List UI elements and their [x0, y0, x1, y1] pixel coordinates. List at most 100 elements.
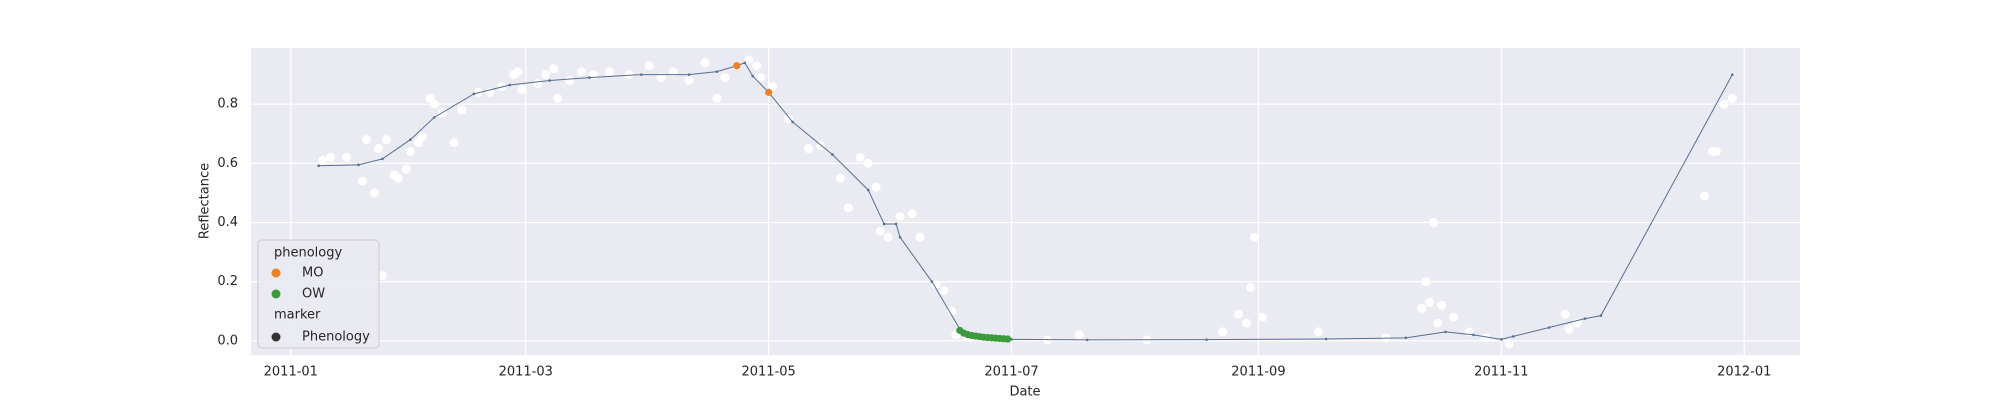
line-point — [357, 163, 360, 167]
observation-point — [1425, 297, 1435, 307]
x-tick-label: 2011-05 — [741, 365, 795, 380]
observation-point — [1421, 277, 1431, 287]
line-point — [1324, 337, 1328, 341]
line-point — [751, 74, 755, 78]
observation-point — [931, 280, 941, 290]
observation-point — [644, 61, 654, 71]
observation-point — [541, 70, 551, 80]
line-point — [588, 76, 591, 79]
observation-point — [1727, 93, 1737, 103]
observation-point — [1245, 283, 1255, 293]
line-point — [791, 120, 794, 124]
observation-point — [720, 73, 730, 83]
observation-point — [318, 155, 328, 165]
observation-point — [1429, 217, 1439, 227]
line-point — [894, 222, 898, 226]
observation-point — [1564, 324, 1574, 334]
observation-point — [533, 78, 543, 88]
observation-point — [381, 135, 391, 145]
observation-point — [553, 93, 563, 103]
observation-point — [768, 81, 778, 91]
phenology-point — [1003, 335, 1012, 343]
line-point — [743, 61, 747, 65]
line-point — [1511, 335, 1515, 338]
y-tick-label: 0.4 — [217, 215, 238, 230]
observation-point — [1257, 312, 1267, 322]
line-point — [432, 116, 436, 119]
line-point — [1583, 317, 1587, 320]
phenology-point — [733, 62, 741, 70]
line-point — [408, 138, 412, 141]
legend-box — [257, 239, 380, 349]
observation-point — [784, 114, 794, 124]
line-point — [831, 153, 834, 156]
line-point — [381, 157, 384, 161]
y-tick-label: 0.6 — [217, 156, 238, 171]
observation-point — [513, 67, 523, 77]
legend-label: Phenology — [302, 330, 370, 345]
observation-point — [517, 84, 527, 94]
observation-point — [875, 226, 885, 236]
observation-point — [1699, 191, 1709, 201]
legend-subtitle: marker — [274, 308, 321, 323]
observation-point — [1249, 232, 1259, 242]
observation-point — [326, 152, 336, 162]
line-point — [548, 79, 551, 82]
observation-point — [939, 286, 949, 296]
line-point — [882, 222, 886, 226]
x-tick-label: 2011-01 — [264, 365, 318, 380]
observation-point — [565, 76, 575, 86]
observation-point — [656, 73, 666, 83]
line-point — [1085, 338, 1089, 342]
y-tick-label: 0.8 — [217, 97, 238, 112]
line-point — [715, 70, 719, 73]
x-tick-label: 2011-11 — [1474, 365, 1528, 380]
observation-point — [549, 64, 559, 74]
observation-point — [373, 144, 383, 154]
x-tick-label: 2011-09 — [1231, 365, 1285, 380]
observation-point — [1719, 99, 1729, 109]
line-point — [866, 188, 870, 192]
observation-point — [947, 306, 957, 316]
line-point — [687, 73, 691, 76]
line-point — [930, 280, 934, 283]
legend-swatch — [271, 289, 281, 299]
phenology-point — [765, 88, 773, 96]
observation-point — [429, 99, 439, 109]
x-tick-label: 2011-03 — [499, 365, 553, 380]
observation-point — [1218, 327, 1228, 337]
line-point — [317, 164, 320, 168]
observation-point — [1242, 318, 1252, 328]
x-tick-label: 2012-01 — [1717, 365, 1771, 380]
observation-point — [855, 152, 865, 162]
line-point — [1731, 73, 1734, 76]
line-point — [639, 73, 643, 76]
observation-point — [668, 67, 678, 77]
observation-point — [744, 55, 754, 65]
legend-swatch — [271, 332, 281, 342]
observation-point — [369, 188, 379, 198]
observation-point — [1711, 147, 1721, 157]
y-tick-label: 0.2 — [217, 274, 238, 289]
line-point — [1500, 338, 1503, 341]
observation-point — [401, 164, 411, 174]
line-point — [1404, 336, 1408, 340]
line-point — [472, 92, 476, 96]
observation-point — [1313, 327, 1323, 337]
observation-point — [883, 232, 893, 242]
observation-point — [1437, 300, 1447, 310]
observation-point — [405, 147, 415, 157]
legend-label: OW — [302, 287, 325, 302]
observation-point — [417, 132, 427, 142]
line-point — [898, 235, 902, 239]
observation-point — [915, 232, 925, 242]
line-point — [1444, 330, 1447, 334]
observation-point — [393, 173, 403, 183]
observation-point — [1074, 330, 1084, 340]
line-point — [1205, 338, 1208, 341]
observation-point — [863, 158, 873, 168]
grid — [251, 48, 1800, 355]
observation-point — [1433, 318, 1443, 328]
observation-point — [835, 173, 845, 183]
